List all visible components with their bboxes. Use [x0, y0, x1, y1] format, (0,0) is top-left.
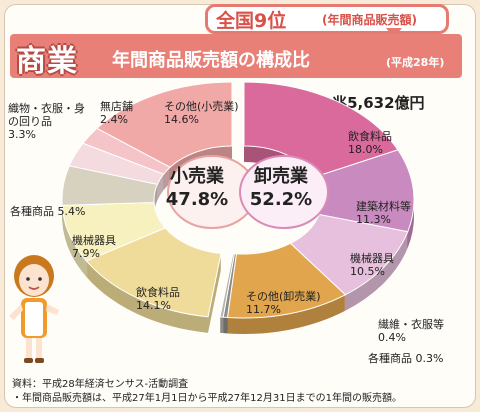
footnote-source: 資料：平成28年経済センサス-活動調査 [12, 379, 189, 390]
chart-title: 年間商品販売額の構成比 [112, 50, 310, 71]
rank-note: (年間商品販売額) [322, 13, 417, 27]
label-retail-food: 飲食料品 14.1% [136, 286, 180, 312]
label-name: 機械器具 [72, 234, 116, 247]
label-name: 各種商品 [368, 352, 412, 365]
label-name: 織物・衣服・身の回り品 [8, 102, 85, 129]
group-share: 52.2% [249, 188, 313, 210]
label-value: 11.3% [356, 213, 391, 227]
label-value: 11.7% [246, 303, 281, 317]
label-name: その他(卸売業) [246, 290, 321, 303]
label-value: 7.9% [72, 247, 100, 261]
label-retail-apparel: 織物・衣服・身の回り品 3.3% [8, 102, 88, 142]
label-value: 10.5% [350, 265, 385, 279]
page-title: 商業 [16, 44, 78, 79]
label-name: 無店舗 [100, 100, 133, 113]
label-wholesale-construction: 建築材料等 11.3% [356, 200, 411, 226]
label-retail-nonstore: 無店舗 2.4% [100, 100, 133, 126]
label-value: 3.3% [8, 128, 36, 142]
label-value: 18.0% [348, 143, 383, 157]
label-wholesale-food: 飲食料品 18.0% [348, 130, 392, 156]
label-value: 14.6% [164, 113, 199, 127]
wholesale-center-disc [239, 155, 329, 229]
label-retail-other: その他(小売業) 14.6% [164, 100, 239, 126]
label-name: その他(小売業) [164, 100, 239, 113]
footnote: 資料：平成28年経済センサス-活動調査 ・年間商品販売額は、平成27年1月1日か… [12, 378, 402, 405]
center-label-retail: 小売業 47.8% [162, 166, 232, 211]
label-name: 各種商品 [10, 205, 54, 218]
shop-clerk-illustration [9, 255, 59, 363]
pie-slice-wholesale-0 [243, 81, 399, 178]
label-value: 0.4% [378, 331, 406, 345]
label-wholesale-machinery: 機械器具 10.5% [350, 252, 394, 278]
rank-bubble [205, 4, 449, 34]
center-label-wholesale: 卸売業 52.2% [246, 166, 316, 211]
label-name: 繊維・衣服等 [378, 318, 444, 331]
label-name: 建築材料等 [356, 200, 411, 213]
label-name: 機械器具 [350, 252, 394, 265]
group-name: 卸売業 [254, 166, 308, 187]
group-name: 小売業 [170, 166, 224, 187]
rank-text: 全国9位 [216, 10, 287, 32]
label-value: 14.1% [136, 299, 171, 313]
label-name: 飲食料品 [136, 286, 180, 299]
title-year-note: (平成28年) [386, 56, 445, 69]
pie-slice-retail-5 [96, 81, 233, 168]
label-wholesale-other: その他(卸売業) 11.7% [246, 290, 321, 316]
label-retail-general: 各種商品 5.4% [10, 205, 85, 218]
rank-bubble-tail [386, 28, 402, 38]
label-value: 0.3% [415, 352, 444, 365]
label-name: 飲食料品 [348, 130, 392, 143]
pie-slice-wholesale-5 [219, 252, 236, 318]
footnote-definition: ・年間商品販売額は、平成27年1月1日から平成27年12月31日までの1年間の販… [12, 392, 402, 404]
group-share: 47.8% [165, 188, 229, 210]
label-value: 5.4% [57, 205, 86, 218]
label-wholesale-textiles: 繊維・衣服等 0.4% [378, 318, 444, 344]
title-band [10, 34, 462, 78]
label-wholesale-general: 各種商品 0.3% [368, 352, 443, 365]
label-value: 2.4% [100, 113, 128, 127]
label-retail-machinery: 機械器具 7.9% [72, 234, 116, 260]
